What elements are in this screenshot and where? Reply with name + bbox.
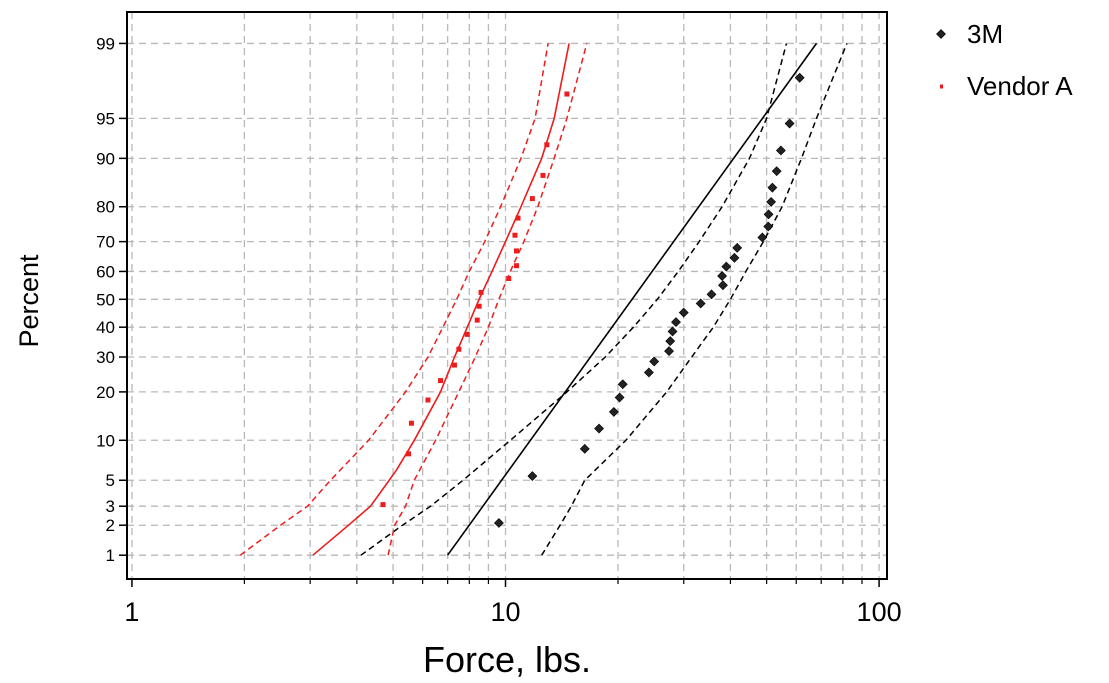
y-tick-label: 3 <box>106 497 115 516</box>
3m-ci-lower-line <box>541 43 848 556</box>
x-tick-label: 100 <box>857 597 902 627</box>
vendor-a-data-point <box>425 397 431 403</box>
vendor-a-legend-label: Vendor A <box>967 71 1073 101</box>
3m-data-point <box>665 336 676 347</box>
3m-data-point <box>732 242 743 253</box>
vendor-a-data-point <box>464 331 470 337</box>
y-tick-label: 99 <box>96 34 115 53</box>
axis-ticks: 1 10 100 1 23 5 10 20 30 40 50 60 70 80 90 95 99 <box>96 34 902 627</box>
3m-data-point <box>649 356 660 367</box>
y-tick-label: 20 <box>96 383 115 402</box>
3m-ci-upper-line <box>360 43 788 556</box>
y-axis-label: Percent <box>14 254 44 348</box>
3m-data-point <box>771 166 782 177</box>
3m-legend-label: 3M <box>967 19 1003 49</box>
3m-data-point <box>721 261 732 272</box>
y-tick-label: 80 <box>96 198 115 217</box>
vendor-a-data-point <box>476 303 482 309</box>
y-tick-label: 90 <box>96 149 115 168</box>
3m-data-point <box>614 392 625 403</box>
x-tick-label: 1 <box>124 597 139 627</box>
vendor-a-data-point <box>478 289 484 295</box>
3m-data-point <box>775 145 786 156</box>
3m-data-point <box>608 406 619 417</box>
3m-legend-marker <box>936 29 946 39</box>
vendor-a-data-point <box>564 91 570 97</box>
vendor-a-data-point <box>380 502 386 508</box>
3m-data-point <box>527 471 538 482</box>
vendor-a-data-point <box>474 317 480 323</box>
3m-data-point <box>664 346 674 356</box>
3m-data-point <box>794 72 805 83</box>
3m-data-point <box>671 317 681 328</box>
3m-data-point <box>643 367 654 378</box>
3m-data-point <box>695 298 706 309</box>
vendor-a-fit-line <box>312 43 570 556</box>
y-tick-label: 40 <box>96 318 115 337</box>
3m-data-point <box>784 118 795 129</box>
y-tick-label: 2 <box>106 516 115 535</box>
3m-data-point <box>594 423 604 434</box>
vendor-a-data-point <box>540 172 546 178</box>
fit-lines <box>312 42 818 556</box>
vendor-a-data-point <box>506 276 512 282</box>
3m-data-point <box>493 518 504 528</box>
vendor-a-legend-marker <box>940 84 943 89</box>
grid <box>127 12 887 579</box>
vendor-a-data-point <box>513 263 519 269</box>
3m-data-point <box>579 443 590 454</box>
vendor-a-ci-upper-line <box>239 43 549 556</box>
y-tick-label: 5 <box>106 471 115 490</box>
vendor-a-data-point <box>512 232 518 238</box>
3m-data-point <box>763 221 774 232</box>
3m-data-point <box>718 280 728 291</box>
3m-data-point <box>763 209 774 220</box>
legend: 3M Vendor A <box>936 19 1073 101</box>
plot-frame <box>126 11 888 580</box>
x-axis-label: Force, lbs. <box>423 639 591 680</box>
vendor-a-data-point <box>544 142 550 148</box>
vendor-a-data-point <box>406 451 412 457</box>
vendor-a-data-point <box>438 378 444 384</box>
y-tick-label: 50 <box>96 290 115 309</box>
confidence-bands <box>239 43 848 556</box>
y-tick-label: 60 <box>96 262 115 281</box>
3m-data-point <box>617 379 628 390</box>
y-tick-label: 10 <box>96 431 115 450</box>
y-tick-label: 70 <box>96 233 115 252</box>
3m-data-point <box>757 232 768 243</box>
3m-data-point <box>729 252 740 263</box>
3m-data-point <box>766 197 777 207</box>
y-tick-label: 1 <box>106 546 115 565</box>
vendor-a-data-point <box>529 196 535 202</box>
3m-data-point <box>767 182 778 193</box>
data-points <box>380 72 805 528</box>
3m-data-point <box>678 307 689 318</box>
3m-data-point <box>706 289 717 300</box>
vendor-a-data-point <box>451 362 457 368</box>
y-tick-label: 30 <box>96 348 115 367</box>
y-tick-label: 95 <box>96 109 115 128</box>
vendor-a-ci-lower-line <box>387 43 588 556</box>
vendor-a-data-point <box>513 248 519 254</box>
x-tick-label: 10 <box>490 597 520 627</box>
vendor-a-data-point <box>515 215 521 221</box>
3m-fit-line <box>446 42 818 556</box>
vendor-a-data-point <box>456 346 462 352</box>
3m-data-point <box>717 271 728 281</box>
3m-data-point <box>667 326 678 337</box>
vendor-a-data-point <box>408 420 414 426</box>
